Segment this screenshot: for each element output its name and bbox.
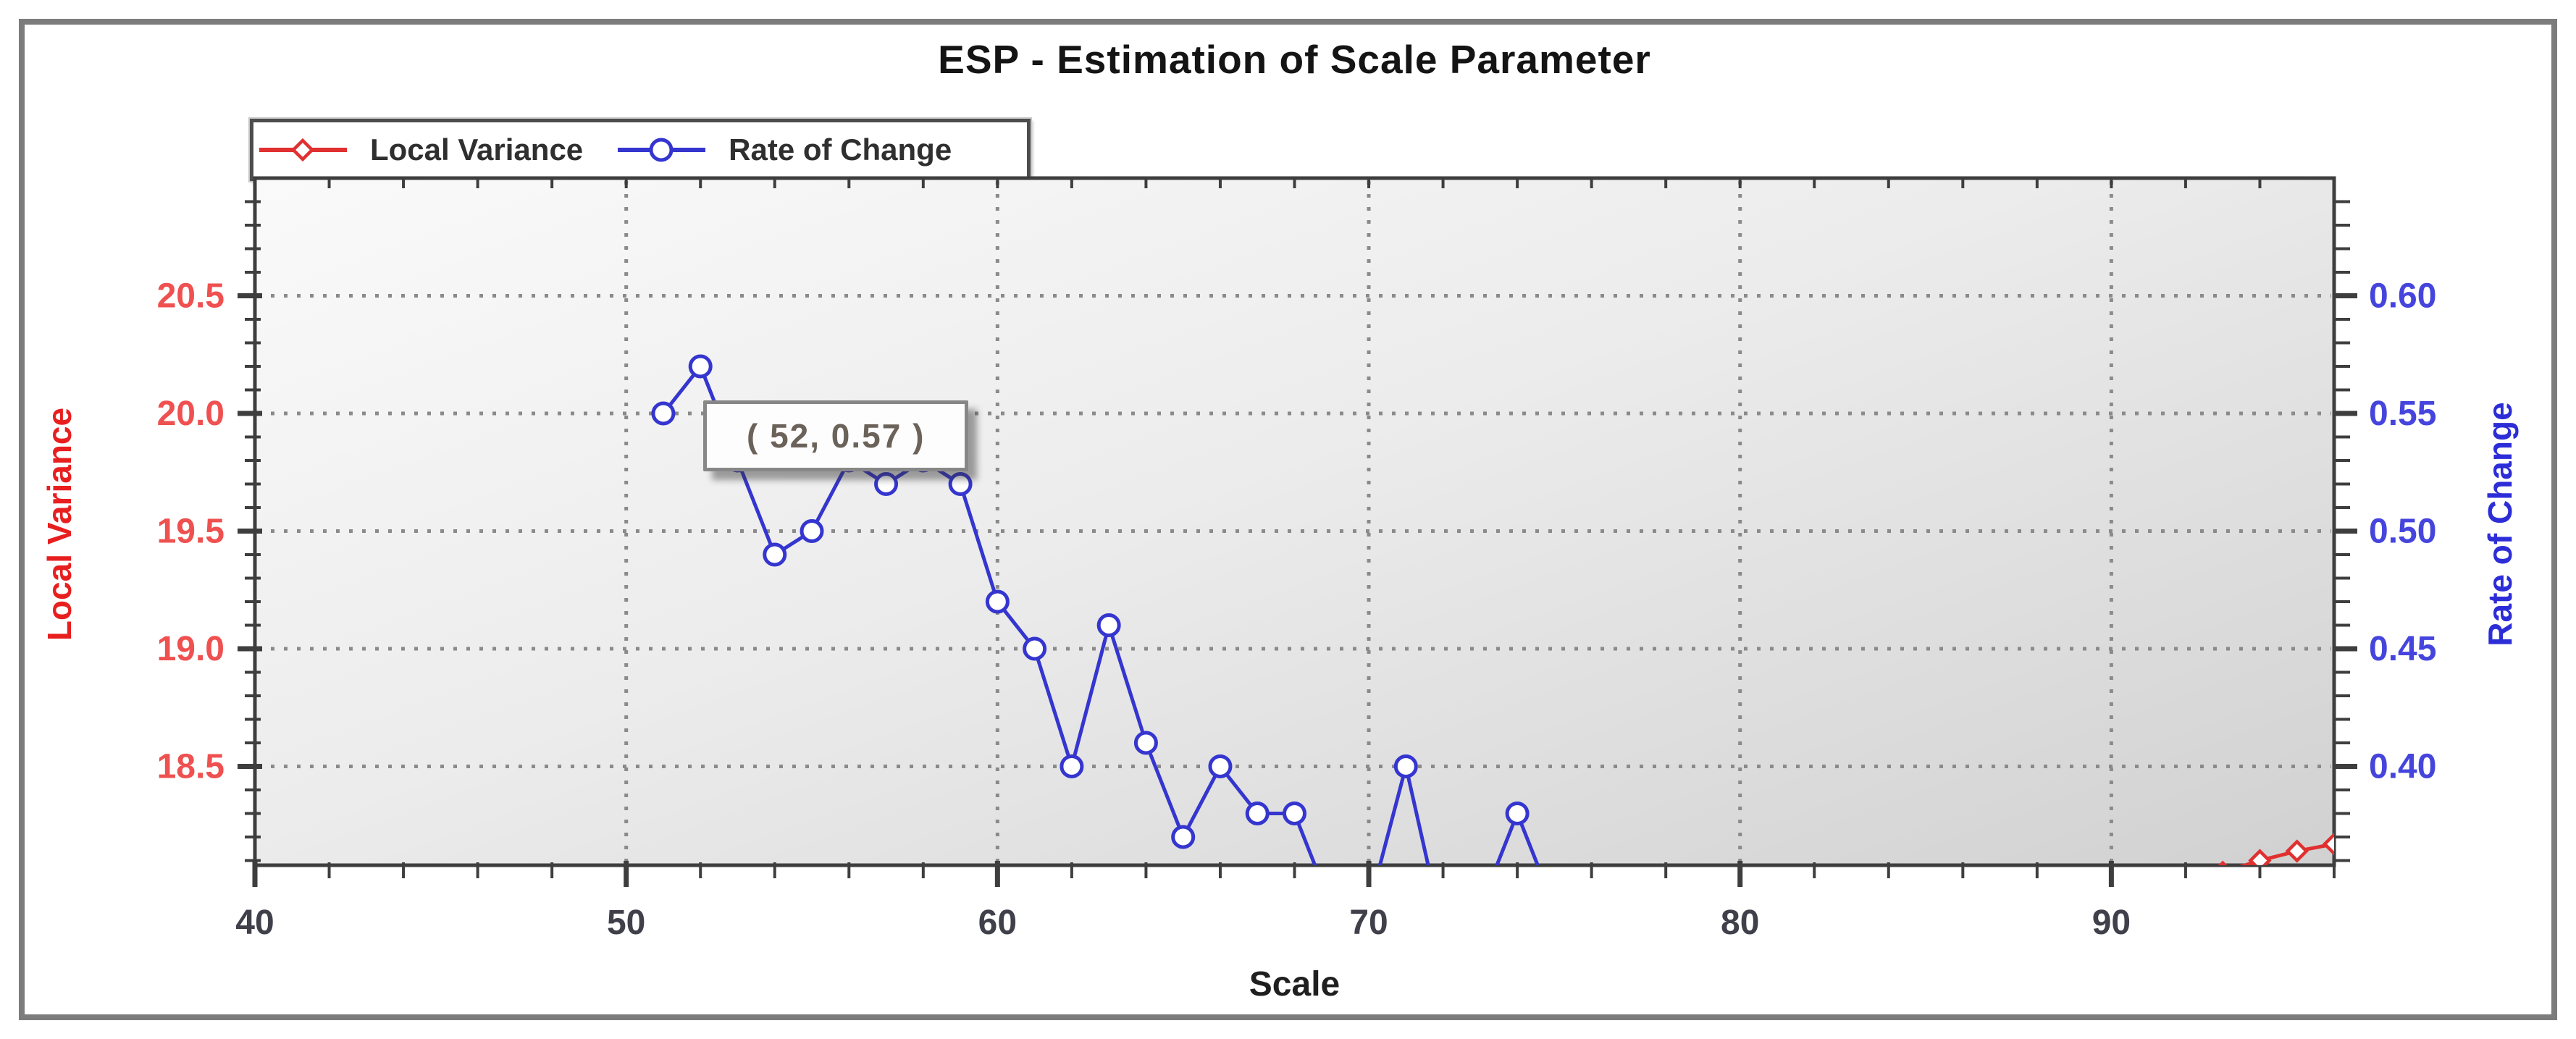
svg-text:0.50: 0.50 (2369, 513, 2436, 551)
svg-text:60: 60 (978, 904, 1017, 942)
svg-text:20.5: 20.5 (157, 277, 225, 316)
svg-text:0.40: 0.40 (2369, 748, 2436, 786)
legend-label-rate-of-change: Rate of Change (729, 132, 952, 167)
svg-text:0.60: 0.60 (2369, 277, 2436, 316)
axis-ticks (238, 178, 2357, 887)
tooltip-text: ( 52, 0.57 ) (746, 417, 926, 455)
rate-of-change-line-sample-icon (618, 138, 706, 162)
svg-text:19.0: 19.0 (157, 630, 225, 668)
legend-item-rate-of-change: Rate of Change (616, 132, 952, 167)
svg-text:40: 40 (235, 904, 274, 942)
data-point-tooltip: ( 52, 0.57 ) (703, 400, 969, 471)
series-rate_of_change (651, 354, 1540, 865)
tick-labels: 40 50 60 70 80 90 20.5 20.0 19.5 19.0 18.5 0.60 0.55… (157, 277, 2437, 943)
svg-text:50: 50 (607, 904, 645, 942)
x-axis-title: Scale (1249, 965, 1341, 1004)
svg-text:19.5: 19.5 (157, 513, 225, 551)
svg-text:90: 90 (2092, 904, 2131, 942)
plot-border (253, 176, 2336, 867)
legend-label-local-variance: Local Variance (370, 132, 584, 167)
legend-item-local-variance: Local Variance (258, 132, 583, 167)
svg-text:0.45: 0.45 (2369, 630, 2436, 668)
gridlines (258, 181, 2331, 862)
series-local_variance (2218, 832, 2334, 865)
svg-text:70: 70 (1349, 904, 1388, 942)
svg-text:80: 80 (1721, 904, 1759, 942)
svg-text:18.5: 18.5 (157, 748, 225, 786)
svg-text:20.0: 20.0 (157, 395, 225, 433)
y-axis-title-left: Local Variance (41, 407, 78, 642)
svg-text:0.55: 0.55 (2369, 395, 2436, 433)
chart-title: ESP - Estimation of Scale Parameter (938, 37, 1651, 82)
local-variance-line-sample-icon (259, 138, 347, 162)
y-axis-title-right: Rate of Change (2481, 402, 2519, 647)
plot-area[interactable] (255, 178, 2334, 865)
